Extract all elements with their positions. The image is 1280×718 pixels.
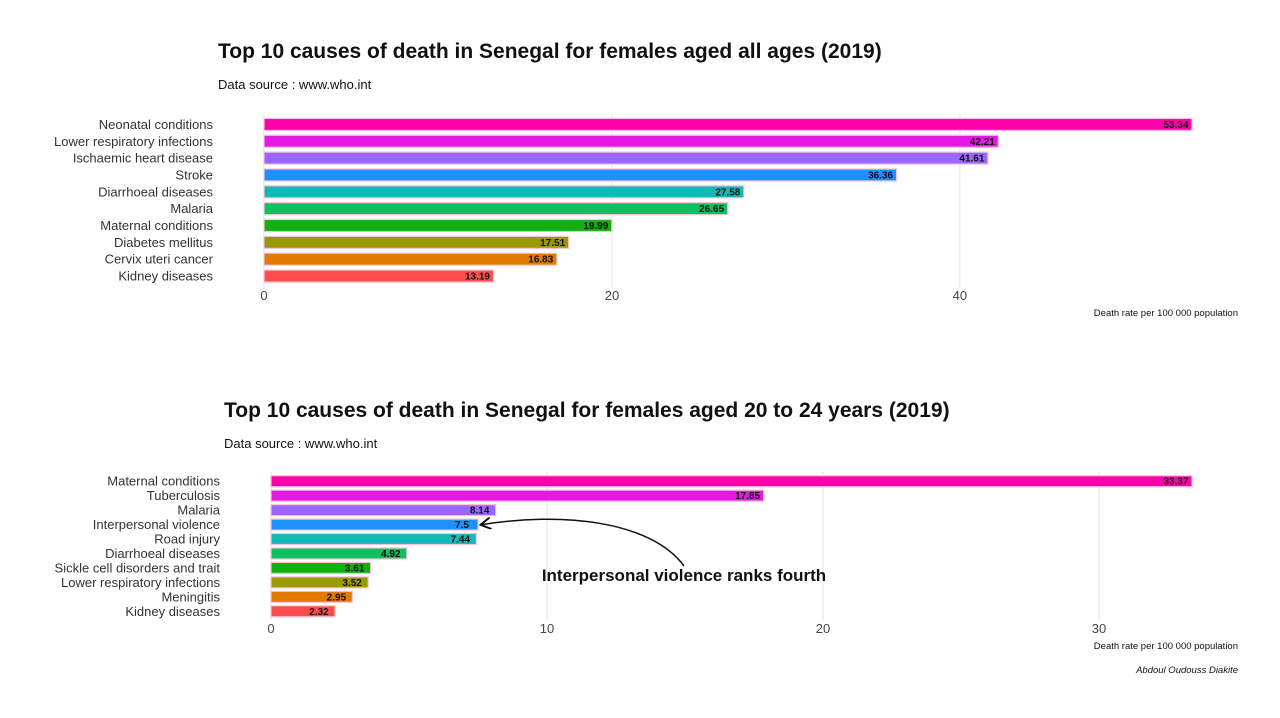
bar (270, 532, 477, 546)
value-label: 3.61 (345, 563, 365, 574)
bar (263, 218, 613, 233)
value-label: 17.51 (540, 238, 565, 249)
chart-title: Top 10 causes of death in Senegal for fe… (224, 399, 950, 422)
x-axis-title: Death rate per 100 000 population (1094, 308, 1238, 319)
bar (263, 235, 570, 249)
value-label: 13.19 (465, 272, 490, 283)
category-label: Diarrhoeal diseases (98, 184, 213, 199)
annotation-arrow (482, 519, 685, 567)
bar (270, 576, 369, 589)
value-label: 3.52 (342, 578, 362, 589)
value-label: 2.32 (309, 607, 329, 618)
value-label: 26.65 (699, 204, 724, 215)
category-label: Tuberculosis (147, 488, 221, 503)
category-label: Diarrhoeal diseases (105, 546, 220, 561)
x-axis-title: Death rate per 100 000 population (1094, 641, 1238, 652)
category-label: Neonatal conditions (99, 117, 214, 132)
category-label: Interpersonal violence (93, 517, 220, 532)
value-label: 17.85 (735, 491, 760, 502)
value-label: 41.61 (959, 154, 984, 165)
value-label: 2.95 (327, 592, 347, 603)
category-label: Malaria (177, 503, 220, 518)
bar-chart-plot: Neonatal conditions 53.34 Lower respirator… (54, 114, 1238, 319)
bar (263, 185, 745, 199)
x-tick-label: 10 (540, 621, 554, 636)
x-tick-label: 0 (260, 288, 267, 303)
category-label: Kidney diseases (118, 269, 213, 284)
chart-subtitle: Data source : www.who.int (224, 436, 378, 451)
category-label: Lower respiratory infections (54, 134, 213, 149)
value-label: 16.83 (528, 255, 553, 266)
chart-all-ages: Top 10 causes of death in Senegal for fe… (0, 0, 1280, 340)
bar (270, 504, 497, 517)
value-label: 7.44 (451, 535, 471, 546)
value-label: 7.5 (455, 520, 469, 531)
bar (270, 475, 1193, 488)
x-tick-label: 20 (605, 288, 619, 303)
value-label: 33.37 (1163, 477, 1188, 488)
author-caption: Abdoul Oudouss Diakite (1136, 665, 1238, 676)
bar (270, 518, 479, 531)
bar (263, 202, 729, 216)
category-label: Meningitis (161, 589, 220, 604)
value-label: 8.14 (470, 506, 490, 517)
x-tick-label: 30 (1092, 621, 1106, 636)
bar (263, 134, 999, 148)
category-label: Maternal conditions (107, 474, 220, 489)
category-label: Road injury (154, 532, 220, 547)
bar (270, 547, 408, 560)
bar (270, 605, 336, 618)
category-label: Cervix uteri cancer (105, 252, 214, 267)
value-label: 42.21 (970, 137, 995, 148)
category-label: Sickle cell disorders and trait (55, 560, 221, 575)
category-label: Maternal conditions (100, 218, 213, 233)
annotation-text: Interpersonal violence ranks fourth (542, 566, 826, 585)
category-label: Lower respiratory infections (61, 575, 220, 590)
category-label: Ischaemic heart disease (73, 151, 213, 166)
bar (263, 252, 558, 266)
x-tick-label: 40 (953, 288, 967, 303)
bar (263, 168, 898, 182)
value-label: 27.58 (715, 187, 740, 198)
category-label: Malaria (170, 201, 213, 216)
chart-subtitle: Data source : www.who.int (218, 77, 372, 92)
category-label: Stroke (175, 167, 213, 182)
bar (263, 269, 495, 283)
bar (263, 151, 989, 165)
category-label: Diabetes mellitus (114, 235, 213, 250)
x-tick-label: 0 (267, 621, 274, 636)
bar (270, 489, 765, 502)
bar (270, 590, 354, 603)
value-label: 36.36 (868, 170, 893, 181)
x-tick-label: 20 (816, 621, 830, 636)
value-label: 4.92 (381, 549, 401, 560)
value-label: 53.34 (1163, 120, 1188, 131)
bar (263, 117, 1193, 132)
bar (270, 561, 372, 575)
category-label: Kidney diseases (125, 604, 220, 619)
chart-title: Top 10 causes of death in Senegal for fe… (218, 40, 882, 63)
value-label: 19.99 (583, 221, 608, 232)
